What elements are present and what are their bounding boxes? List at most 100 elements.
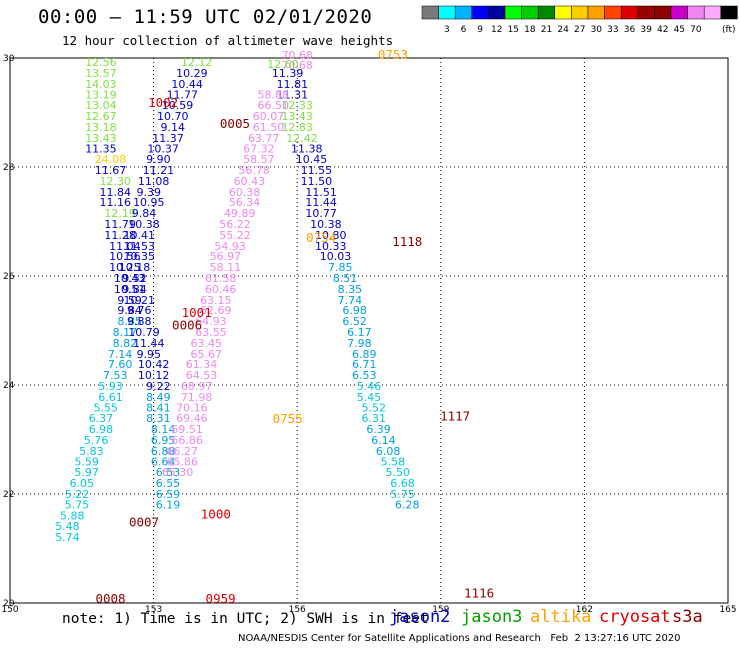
wave-height-value: 12.67 — [85, 110, 117, 123]
wave-height-value: 64.53 — [186, 369, 218, 382]
wave-height-value: 10.45 — [296, 153, 328, 166]
wave-height-value: 10.51 — [114, 283, 146, 296]
wave-height-value: 9.88 — [127, 315, 152, 328]
scale-label: 24 — [557, 25, 569, 35]
wave-height-value: 7.98 — [347, 337, 372, 350]
time-label: 0753 — [378, 47, 408, 62]
wave-height-value: 8.51 — [333, 272, 358, 285]
wave-height-value: 10.18 — [119, 261, 151, 274]
wave-height-value: 5.22 — [65, 488, 90, 501]
x-tick-label: 156 — [289, 605, 306, 615]
wave-height-value: 13.19 — [85, 88, 117, 101]
wave-height-value: 6.14 — [371, 434, 396, 447]
wave-height-value: 70.68 — [281, 59, 313, 72]
wave-height-value: 10.43 — [114, 272, 146, 285]
wave-height-value: 7.53 — [103, 369, 128, 382]
scale-label: 3 — [444, 25, 450, 35]
wave-height-value: 60.43 — [234, 175, 266, 188]
wave-height-value: 10.80 — [315, 229, 347, 242]
credit-text: NOAA/NESDIS Center for Satellite Applica… — [238, 633, 681, 644]
wave-height-value: 6.05 — [70, 477, 95, 490]
wave-height-value: 63.45 — [191, 337, 223, 350]
legend-s3a: s3a — [672, 607, 703, 627]
wave-height-value: 6.98 — [342, 304, 367, 317]
wave-height-value: 12.83 — [281, 121, 313, 134]
wave-height-value: 10.25 — [109, 261, 141, 274]
wave-height-value: 11.51 — [305, 186, 337, 199]
wave-height-value: 9.90 — [146, 153, 171, 166]
wave-height-value: 13.57 — [85, 67, 117, 80]
wave-height-value: 63.77 — [248, 132, 280, 145]
wave-height-value: 6.88 — [151, 445, 176, 458]
scale-label: 36 — [624, 25, 636, 35]
y-tick-label: 24 — [3, 381, 15, 391]
wave-height-value: 58.88 — [258, 88, 290, 101]
wave-height-value: 11.39 — [272, 67, 304, 80]
wave-height-value: 62.69 — [200, 304, 232, 317]
wave-height-value: 10.42 — [138, 358, 170, 371]
wave-height-value: 9.52 — [122, 272, 147, 285]
wave-height-value: 8.14 — [151, 423, 176, 436]
wave-height-value: 5.45 — [357, 391, 382, 404]
wave-height-value: 14.03 — [85, 78, 117, 91]
time-label: 0008 — [95, 591, 125, 606]
wave-height-value: 10.79 — [128, 326, 160, 339]
wave-height-value: 11.55 — [301, 164, 333, 177]
scale-label: 15 — [508, 25, 519, 35]
wave-height-value: 6.31 — [362, 412, 387, 425]
wave-height-value: 8.41 — [146, 402, 171, 415]
x-tick-label: 162 — [576, 605, 593, 615]
wave-height-value: 66.86 — [171, 434, 203, 447]
scale-label: 27 — [574, 25, 585, 35]
wave-height-value: 11.53 — [123, 240, 155, 253]
y-tick-label: 22 — [3, 490, 14, 500]
time-label: 0755 — [273, 411, 303, 426]
y-tick-label: 26 — [3, 272, 15, 282]
wave-height-value: 6.59 — [156, 488, 181, 501]
wave-height-value: 56.78 — [238, 164, 270, 177]
wave-height-value: 64.93 — [195, 315, 227, 328]
time-label: 1001 — [182, 305, 212, 320]
wave-height-value: 6.61 — [98, 391, 123, 404]
wave-height-value: 11.28 — [104, 229, 136, 242]
wave-height-value: 11.08 — [138, 175, 170, 188]
scale-unit: (ft) — [722, 25, 736, 35]
wave-height-value: 6.64 — [151, 456, 176, 469]
wave-height-value: 5.88 — [60, 510, 85, 523]
wave-height-value: 8.31 — [146, 412, 171, 425]
wave-height-value: 11.38 — [291, 142, 323, 155]
wave-height-value: 5.75 — [65, 499, 90, 512]
wave-height-value: 5.46 — [357, 380, 382, 393]
scale-swatch — [720, 5, 738, 20]
scale-label: 45 — [674, 25, 685, 35]
wave-height-value: 9.22 — [146, 380, 171, 393]
wave-height-value: 6.55 — [156, 477, 181, 490]
wave-height-value: 6.19 — [156, 499, 181, 512]
wave-height-value: 5.83 — [79, 445, 104, 458]
wave-height-value: 10.70 — [157, 110, 189, 123]
wave-height-value: 12.12 — [181, 56, 213, 69]
wave-height-value: 56.34 — [229, 196, 261, 209]
scale-label: 42 — [657, 25, 668, 35]
wave-height-value: 6.17 — [347, 326, 372, 339]
wave-height-value: 61.50 — [253, 121, 285, 134]
wave-height-value: 9.76 — [127, 304, 152, 317]
wave-height-value: 70.68 — [281, 49, 313, 62]
wave-height-value: 9.84 — [132, 207, 157, 220]
wave-height-value: 5.52 — [362, 402, 387, 415]
scale-label: 6 — [461, 25, 467, 35]
wave-height-value: 10.35 — [123, 250, 155, 263]
wave-height-value: 10.12 — [138, 369, 170, 382]
legend-altika: altika — [530, 607, 592, 627]
wave-height-value: 70.16 — [176, 402, 208, 415]
wave-height-value: 10.33 — [315, 240, 347, 253]
color-scale-bar: 3 6 9 12 15 18 21 24 27 30 33 36 39 42 45 70 (ft) — [421, 5, 738, 35]
time-label: 0007 — [129, 515, 159, 530]
wave-height-value: 63.55 — [195, 326, 227, 339]
wave-height-value: 5.97 — [74, 466, 99, 479]
wave-height-value: 10.38 — [128, 218, 160, 231]
wave-height-value: 5.58 — [381, 456, 406, 469]
wave-height-value: 11.81 — [277, 78, 309, 91]
wave-height-value: 10.37 — [147, 142, 179, 155]
wave-height-value: 58.11 — [210, 261, 242, 274]
